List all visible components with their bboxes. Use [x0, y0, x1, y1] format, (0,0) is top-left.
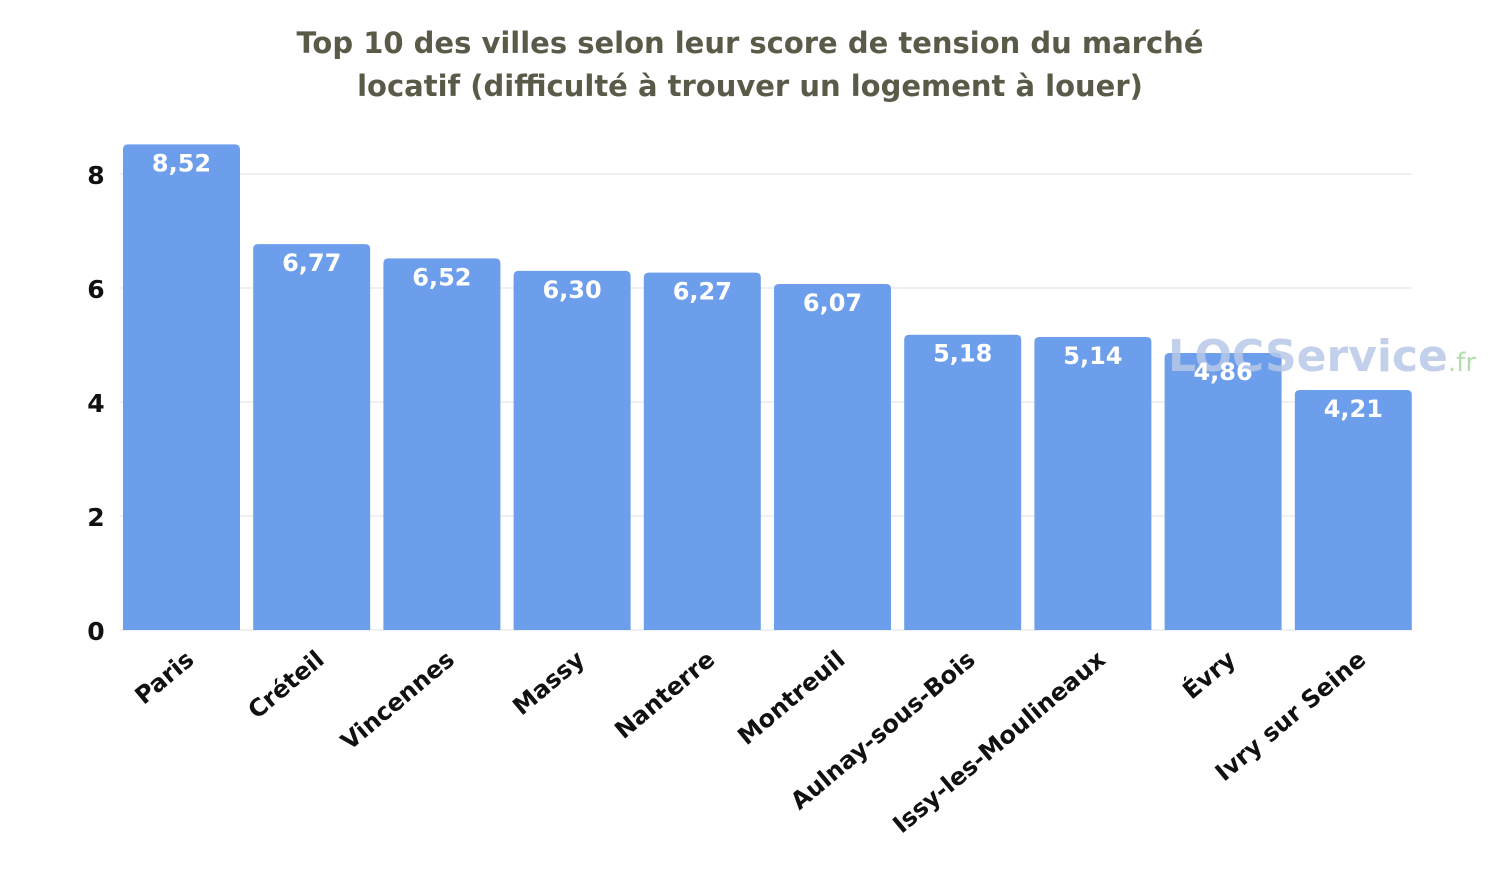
data-label: 6,27 [673, 278, 732, 306]
data-label: 4,21 [1324, 395, 1383, 423]
bar [643, 272, 761, 630]
watermark-suffix: .fr [1448, 348, 1476, 378]
data-label: 6,52 [412, 263, 471, 291]
bar [253, 244, 371, 631]
data-label: 8,52 [152, 149, 211, 177]
bar [774, 284, 891, 630]
x-tick-label: Montreuil [732, 645, 850, 750]
data-labels: 8,52 6,77 6,52 6,30 6,27 6,07 5,18 5,14 4,86 4,21 [152, 149, 1383, 423]
x-tick-label: Nanterre [609, 645, 720, 744]
x-tick-label: Paris [130, 645, 200, 710]
watermark-main: LOCService [1168, 331, 1448, 382]
x-tick-label: Massy [507, 645, 590, 721]
y-tick-label: 4 [87, 389, 104, 418]
bars [123, 144, 1412, 631]
data-label: 6,77 [282, 249, 341, 277]
chart-title: Top 10 des villes selon leur score de te… [250, 22, 1250, 108]
x-tick-label: Issy-les-Moulineaux [888, 645, 1112, 839]
bar [383, 258, 501, 630]
bar [1294, 390, 1412, 630]
bar [513, 270, 631, 630]
data-label: 6,07 [803, 289, 862, 317]
watermark: LOCService.fr [1168, 331, 1476, 382]
data-label: 5,14 [1063, 342, 1122, 370]
bar [123, 144, 240, 631]
chart-title-line-1: Top 10 des villes selon leur score de te… [296, 26, 1204, 60]
data-label: 6,30 [542, 276, 601, 304]
y-tick-label: 6 [87, 275, 104, 304]
data-label: 4,86 [1193, 358, 1252, 386]
watermark-logo: LOCService.fr [1168, 331, 1476, 382]
bar [1164, 352, 1282, 630]
x-tick-label: Créteil [243, 645, 330, 724]
bar [1034, 337, 1152, 630]
y-axis: 0 2 4 6 8 [87, 161, 104, 646]
y-tick-label: 2 [87, 503, 104, 532]
bar [904, 334, 1022, 630]
x-tick-label: Vincennes [336, 645, 460, 756]
chart-title-line-2: locatif (difficulté à trouver un logemen… [357, 69, 1143, 103]
y-tick-label: 8 [87, 161, 104, 190]
y-tick-label: 0 [87, 617, 104, 646]
x-axis: Paris Créteil Vincennes Massy Nanterre Montre… [130, 644, 1372, 839]
data-label: 5,18 [933, 340, 992, 368]
x-tick-label: Évry [1177, 644, 1242, 705]
